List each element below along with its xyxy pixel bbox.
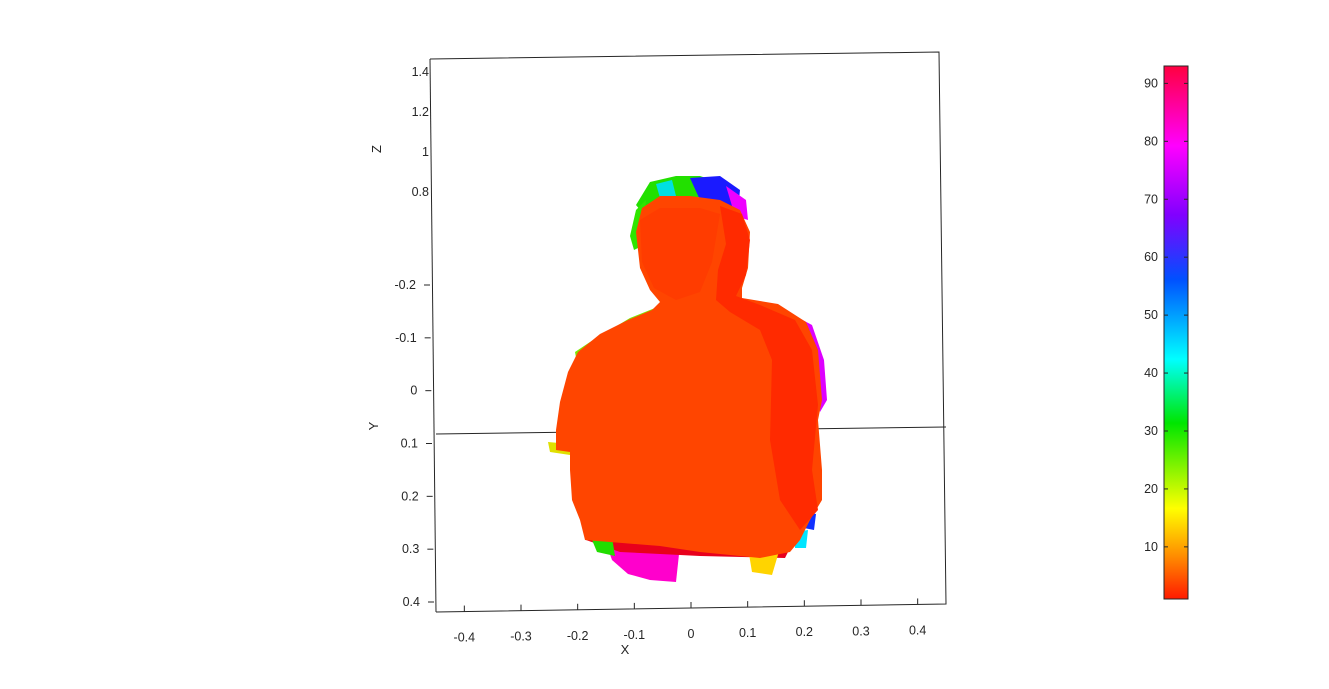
colorbar-tick-label: 60: [1144, 250, 1158, 264]
y-tick-label: 0.2: [401, 489, 418, 503]
z-tick-label: 1.2: [412, 105, 429, 119]
colorbar: 10 20 30 40 50 60 70 80 90: [1144, 65, 1189, 600]
y-axis: -0.2 -0.1 0 0.1 0.2 0.3 0.4: [394, 278, 434, 609]
point-cloud-body: [556, 196, 822, 558]
y-tick-label: 0.3: [402, 542, 419, 556]
z-tick-label: 0.8: [412, 185, 429, 199]
point-cloud-hair-magenta: [726, 186, 748, 220]
x-tick-label: 0: [688, 627, 695, 641]
x-tick-label: 0.2: [796, 625, 813, 639]
point-cloud-head-shade: [640, 208, 720, 300]
x-tick-label: -0.2: [567, 629, 589, 643]
z-tick-label: 1.4: [412, 65, 429, 79]
colorbar-gradient: [1163, 65, 1189, 600]
colorbar-tick-label: 20: [1144, 482, 1158, 496]
colorbar-tick-label: 30: [1144, 424, 1158, 438]
colorbar-tick-label: 80: [1144, 134, 1158, 148]
colorbar-tick-label: 70: [1144, 192, 1158, 206]
y-tick-label: 0.4: [403, 595, 420, 609]
y-axis-label: Y: [366, 421, 381, 430]
point-cloud-hair-blue: [690, 176, 740, 210]
x-tick-label: 0.1: [739, 626, 756, 640]
x-tick-label: -0.1: [624, 628, 646, 642]
colorbar-ticks: 10 20 30 40 50 60 70 80 90: [1144, 76, 1188, 554]
x-tick-label: 0.3: [852, 624, 869, 638]
x-axis: -0.4 -0.3 -0.2 -0.1 0 0.1 0.2 0.3 0.4: [454, 598, 926, 645]
x-axis-label: X: [621, 642, 630, 657]
y-tick-label: -0.1: [395, 331, 417, 345]
y-tick-label: 0: [410, 384, 417, 398]
z-tick-label: 1: [422, 145, 429, 159]
y-tick-label: 0.1: [401, 437, 418, 451]
z-axis-label: Z: [369, 145, 384, 153]
colorbar-tick-label: 50: [1144, 308, 1158, 322]
point-cloud: [548, 176, 827, 582]
point-cloud-hair-cyan: [656, 180, 676, 198]
point-cloud-right-shade: [716, 206, 818, 530]
x-tick-label: -0.3: [510, 630, 532, 644]
colorbar-tick-label: 40: [1144, 366, 1158, 380]
axes-box-left-edge: [429, 58, 437, 613]
x-tick-label: 0.4: [909, 623, 926, 637]
x-tick-label: -0.4: [454, 631, 476, 645]
colorbar-tick-label: 10: [1144, 540, 1158, 554]
colorbar-tick-label: 90: [1144, 76, 1158, 90]
y-tick-label: -0.2: [394, 278, 416, 292]
z-axis: 1.4 1.2 1 0.8: [412, 65, 429, 199]
